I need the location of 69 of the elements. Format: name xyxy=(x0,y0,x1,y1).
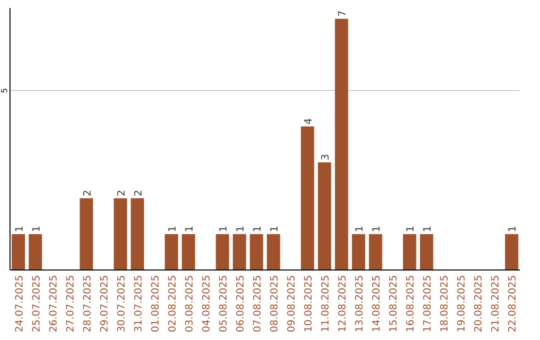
data-label: 1 xyxy=(508,226,519,232)
x-tick-label: 14.08.2025 xyxy=(372,275,383,332)
bar xyxy=(130,198,144,270)
bar xyxy=(28,234,42,270)
data-label: 3 xyxy=(320,154,332,160)
bar xyxy=(352,234,366,270)
x-tick-label: 12.08.2025 xyxy=(338,275,349,332)
data-label: 1 xyxy=(218,226,230,232)
x-tick-label: 09.08.2025 xyxy=(286,275,298,332)
x-tick-label: 11.08.2025 xyxy=(320,275,332,332)
data-label: 1 xyxy=(252,226,264,232)
bar xyxy=(318,162,332,270)
x-tick-label: 29.07.2025 xyxy=(99,275,110,332)
x-tick-label: 10.08.2025 xyxy=(304,275,315,332)
data-label: 1 xyxy=(270,226,281,232)
data-label: 1 xyxy=(167,226,178,232)
bar xyxy=(114,198,128,270)
data-label: 1 xyxy=(14,226,26,232)
x-tick-label: 15.08.2025 xyxy=(388,275,400,332)
data-label: 1 xyxy=(354,226,366,232)
x-tick-label: 07.08.2025 xyxy=(252,275,264,332)
x-tick-label: 06.08.2025 xyxy=(235,275,246,332)
y-tick-label: 5 xyxy=(0,88,9,94)
x-tick-label: 02.08.2025 xyxy=(167,275,178,332)
data-label: 1 xyxy=(372,226,383,232)
x-tick-label: 30.07.2025 xyxy=(116,275,128,332)
data-label: 7 xyxy=(338,10,349,17)
bar xyxy=(216,234,230,270)
data-label: 2 xyxy=(116,190,128,196)
x-tick-label: 01.08.2025 xyxy=(150,275,162,332)
data-label: 1 xyxy=(184,226,196,232)
x-tick-label: 03.08.2025 xyxy=(184,275,196,332)
x-tick-label: 19.08.2025 xyxy=(456,275,468,332)
x-tick-label: 18.08.2025 xyxy=(440,275,451,332)
x-tick-label: 16.08.2025 xyxy=(406,275,417,332)
bar xyxy=(182,234,196,270)
data-label: 2 xyxy=(133,190,144,196)
bar xyxy=(12,234,25,270)
bar xyxy=(334,18,348,270)
data-label: 1 xyxy=(422,226,434,232)
x-tick-label: 04.08.2025 xyxy=(201,275,212,332)
x-tick-label: 26.07.2025 xyxy=(48,275,60,332)
x-tick-label: 24.07.2025 xyxy=(14,275,26,332)
bar xyxy=(250,234,264,270)
bar xyxy=(505,234,518,270)
data-label: 2 xyxy=(82,190,94,196)
x-tick-label: 31.07.2025 xyxy=(133,275,144,332)
x-tick-label: 21.08.2025 xyxy=(490,275,502,332)
x-tick-label: 20.08.2025 xyxy=(474,275,485,332)
x-tick-label: 22.08.2025 xyxy=(508,275,519,332)
bar xyxy=(266,234,280,270)
bar xyxy=(300,126,314,270)
bar xyxy=(232,234,246,270)
data-label: 1 xyxy=(235,226,246,232)
x-tick-label: 25.07.2025 xyxy=(31,275,42,332)
x-tick-label: 05.08.2025 xyxy=(218,275,230,332)
bar xyxy=(164,234,178,270)
x-tick-label: 08.08.2025 xyxy=(270,275,281,332)
data-label: 4 xyxy=(304,118,315,124)
x-tick-label: 27.07.2025 xyxy=(65,275,76,332)
bar xyxy=(368,234,382,270)
bar xyxy=(402,234,416,270)
data-label: 1 xyxy=(406,226,417,232)
x-tick-label: 13.08.2025 xyxy=(354,275,366,332)
bar xyxy=(80,198,94,270)
x-tick-label: 28.07.2025 xyxy=(82,275,94,332)
data-label: 1 xyxy=(31,226,42,232)
bar xyxy=(420,234,434,270)
x-tick-label: 17.08.2025 xyxy=(422,275,434,332)
